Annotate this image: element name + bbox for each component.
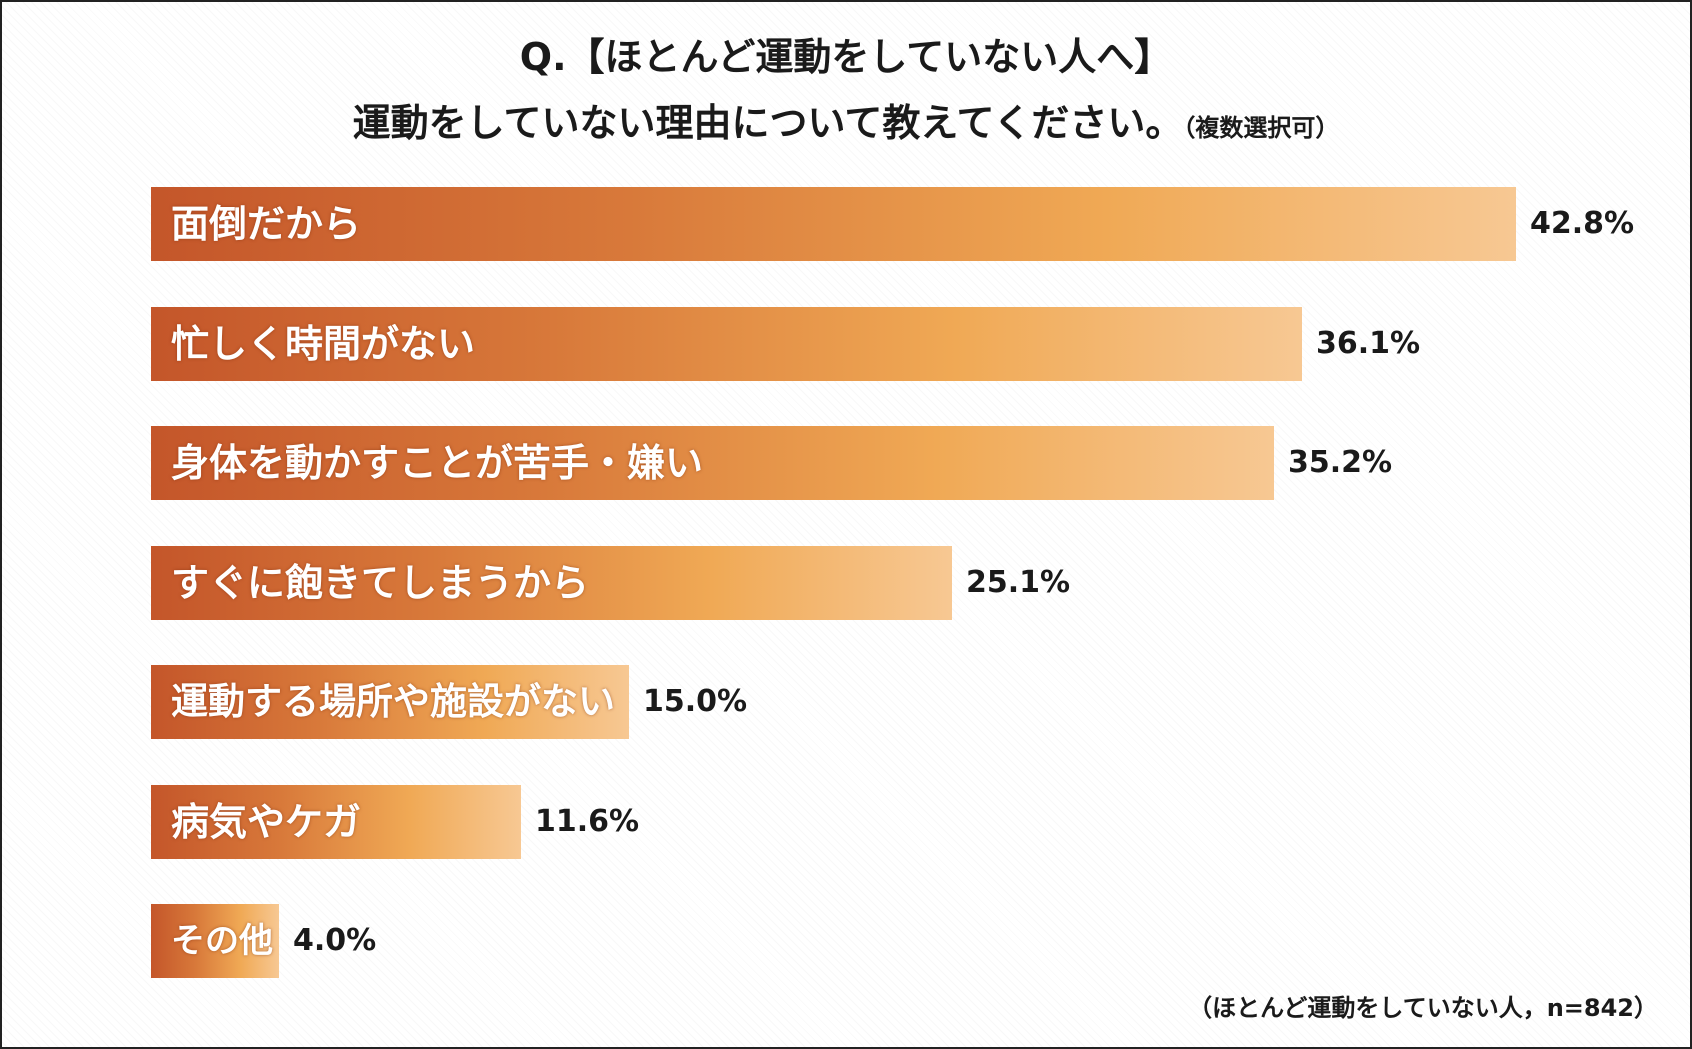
bar-label: 病気やケガ [171,800,362,844]
bar-label: 面倒だから [171,202,362,246]
chart-subtitle-text: 運動をしていない理由について教えてください。 [352,101,1184,145]
bar-label: その他 [171,921,273,961]
bar-value-label: 42.8% [1530,206,1635,241]
bar: 病気やケガ [151,785,521,859]
chart-subtitle: 運動をしていない理由について教えてください。（複数選択可） [0,92,1692,147]
bar: 運動する場所や施設がない [151,665,629,739]
bar-value-label: 15.0% [643,684,748,719]
bar-value-label: 35.2% [1288,445,1393,480]
bar-value-label: 36.1% [1316,326,1421,361]
bar-label: すぐに飽きてしまうから [171,561,590,605]
sample-note: （ほとんど運動をしていない人，n=842） [1188,994,1658,1022]
bar: その他 [151,904,279,978]
chart-title: Q.【ほとんど運動をしていない人へ】 [519,35,1173,79]
chart-subtitle-note: （複数選択可） [1183,114,1340,142]
bar: 身体を動かすことが苦手・嫌い [151,426,1274,500]
bar: 面倒だから [151,187,1516,261]
bar-label: 忙しく時間がない [171,322,476,366]
bar: すぐに飽きてしまうから [151,546,952,620]
bar-label: 身体を動かすことが苦手・嫌い [171,441,704,485]
bar-value-label: 4.0% [293,923,377,958]
bar-value-label: 11.6% [535,804,640,839]
bar: 忙しく時間がない [151,307,1302,381]
bar-label: 運動する場所や施設がない [171,680,615,723]
bar-value-label: 25.1% [966,565,1071,600]
